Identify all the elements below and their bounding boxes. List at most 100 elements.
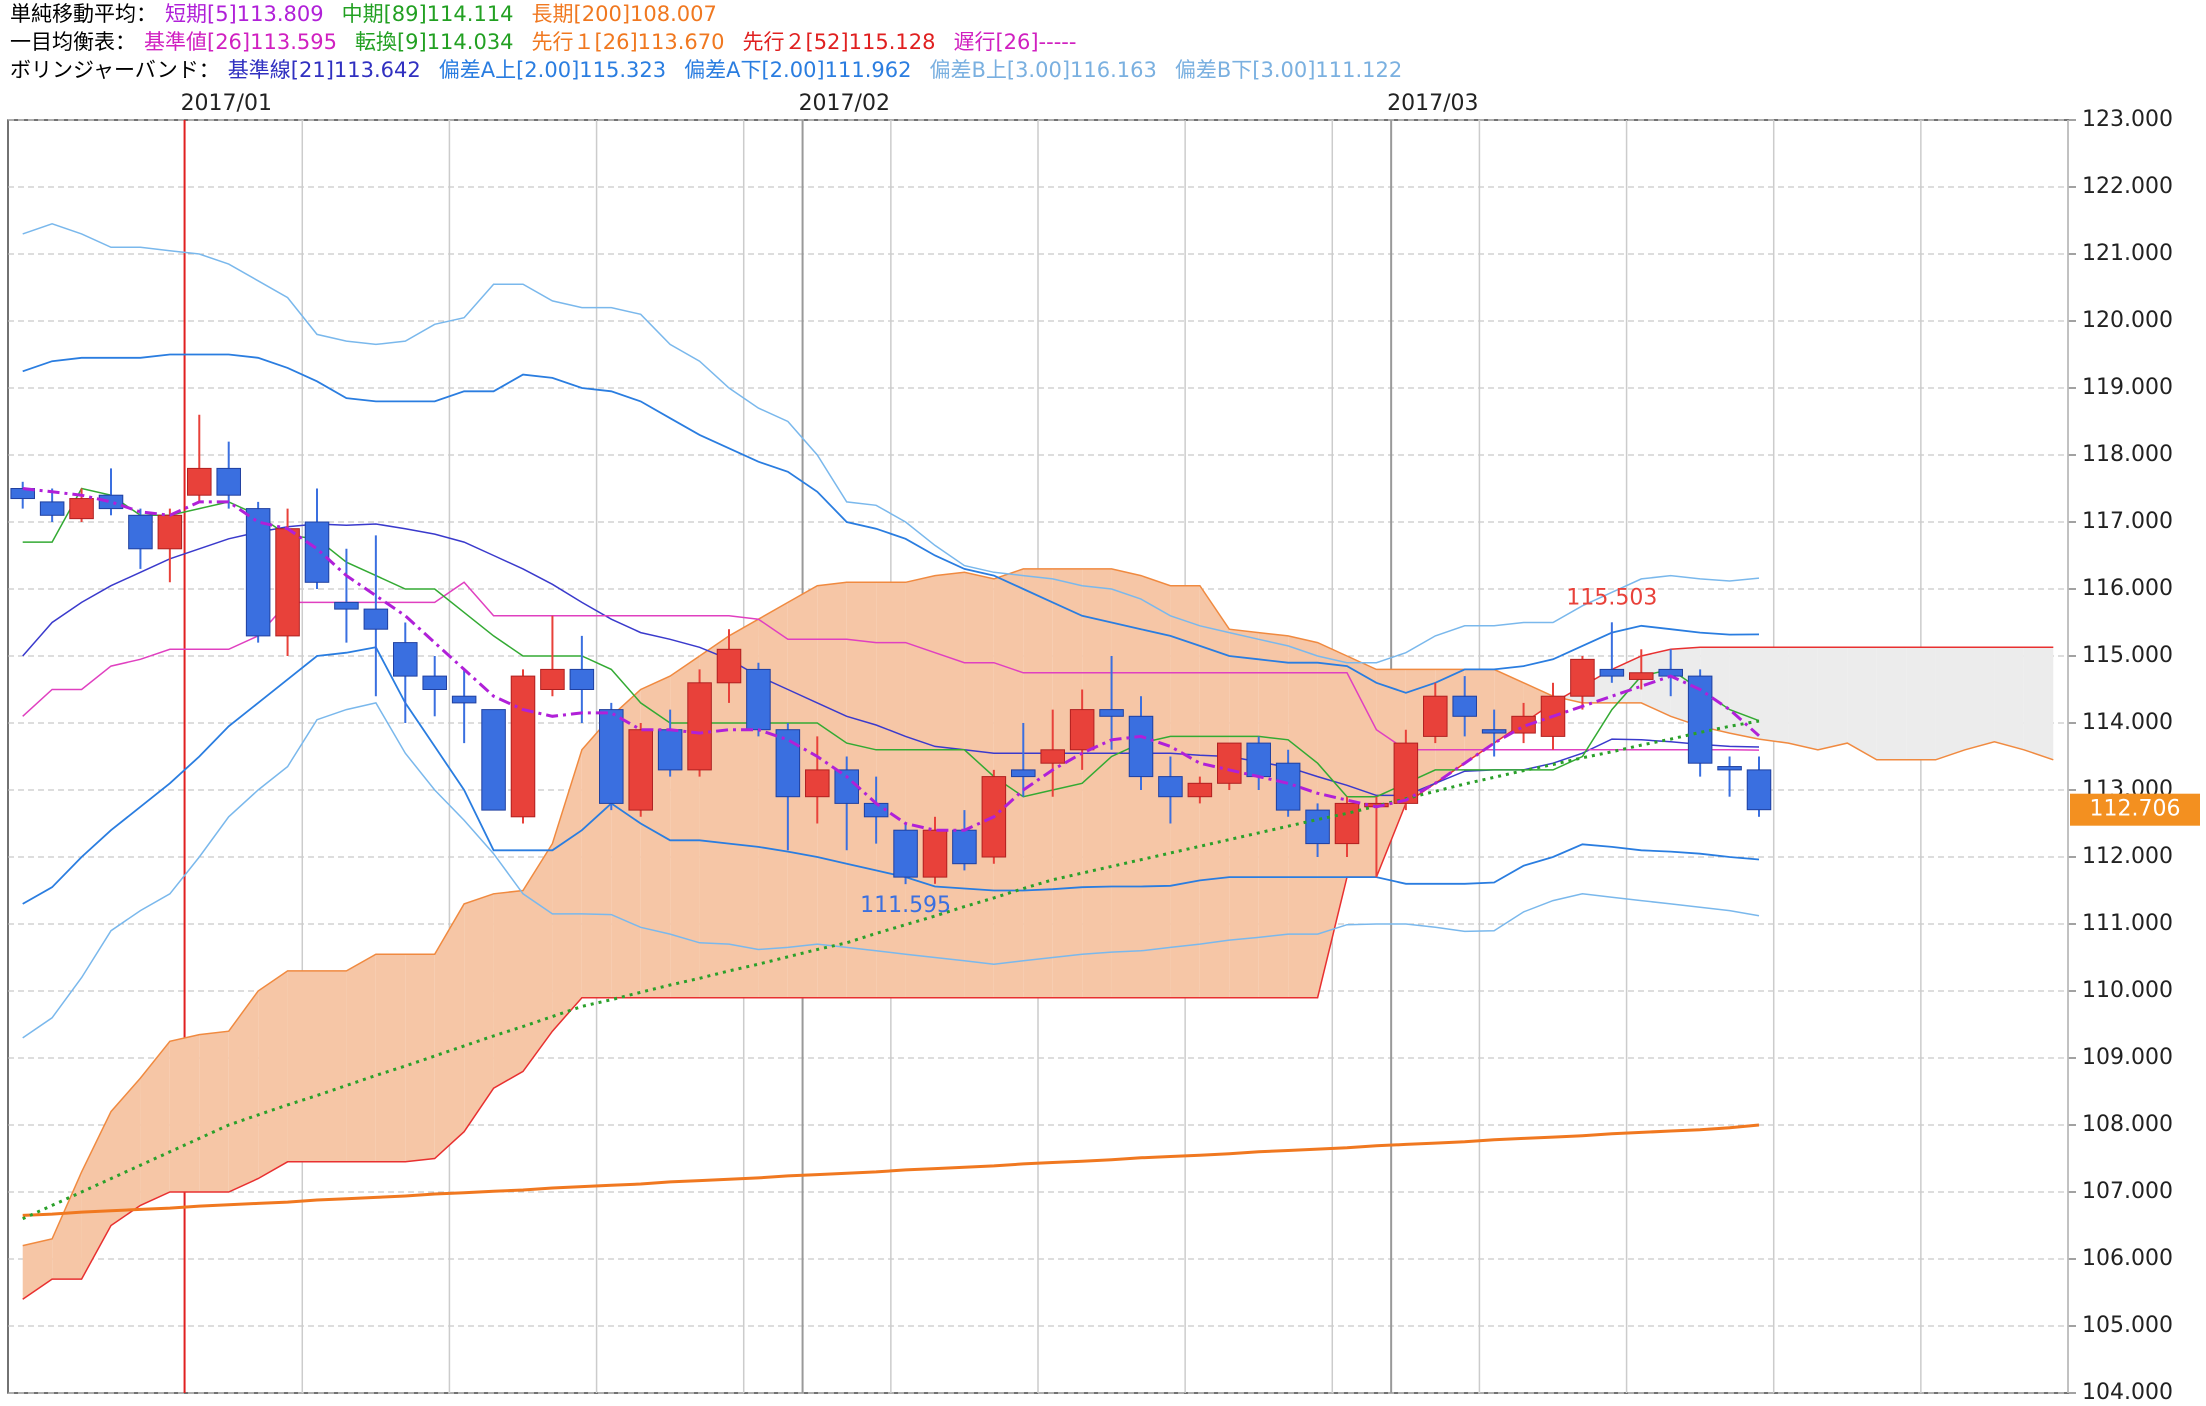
candle-body [1393, 742, 1419, 804]
legend-title: ボリンジャーバンド： [10, 58, 220, 82]
cloud-fill [935, 572, 965, 998]
cloud-fill [1906, 647, 1936, 760]
cloud-fill [758, 602, 788, 998]
candle-body [716, 648, 742, 684]
candle-body [687, 682, 712, 771]
y-tick-label: 123.000 [2082, 107, 2173, 132]
cloud-fill [405, 954, 435, 1162]
cloud-fill [1523, 682, 1553, 723]
candle-body [1275, 762, 1301, 811]
cloud-fill [2023, 647, 2054, 760]
cloud-fill [1876, 647, 1907, 760]
candle-body [1423, 695, 1448, 737]
cloud-fill [1258, 632, 1289, 998]
candle-body [1481, 729, 1507, 734]
cloud-fill [1288, 635, 1318, 998]
legend-item: 偏差A下[2.00]111.962 [684, 58, 912, 82]
indicator-legend: 単純移動平均： 短期[5]113.809 中期[89]114.114 長期[200]1… [0, 0, 2206, 88]
y-tick-label: 110.000 [2082, 978, 2173, 1003]
legend-item: 中期[89]114.114 [341, 2, 514, 26]
legend-item: 転換[9]114.034 [354, 30, 514, 54]
cloud-fill [199, 1031, 229, 1192]
indicator-line [22, 702, 1760, 1039]
indicator-line [22, 646, 1760, 905]
y-tick-label: 105.000 [2082, 1313, 2173, 1338]
y-tick-label: 119.000 [2082, 375, 2173, 400]
candle-body [157, 514, 183, 550]
candle-body [1217, 742, 1242, 784]
x-tick-label: 2017/01 [181, 91, 272, 116]
cloud-span-a [22, 568, 2054, 1247]
legend-title: 単純移動平均： [10, 2, 157, 26]
candle-body [1746, 769, 1772, 811]
candle-body [1069, 709, 1095, 751]
cloud-fill [876, 582, 906, 998]
cloud-fill [111, 1078, 141, 1226]
legend-title: 一目均衡表： [10, 30, 136, 54]
cloud-fill [1641, 649, 1671, 717]
cloud-fill [552, 749, 582, 1032]
indicator-line [22, 223, 1760, 664]
candle-body [334, 601, 359, 610]
cloud-fill [1464, 669, 1495, 764]
candle-body [893, 829, 918, 878]
candle-body [128, 514, 153, 550]
legend-row: 単純移動平均： 短期[5]113.809 中期[89]114.114 長期[200]1… [10, 0, 2206, 28]
y-tick-label: 104.000 [2082, 1380, 2173, 1405]
cloud-fill [52, 1171, 82, 1280]
cloud-fill [22, 1238, 53, 1300]
y-tick-label: 109.000 [2082, 1045, 2173, 1070]
legend-item: 先行１[26]113.670 [531, 30, 725, 54]
candle-body [569, 668, 595, 691]
candle-body [952, 829, 977, 865]
cloud-fill [846, 582, 877, 998]
y-tick-label: 117.000 [2082, 509, 2173, 534]
x-tick-label: 2017/03 [1387, 91, 1478, 116]
cloud-fill [81, 1111, 111, 1280]
candle-body [245, 508, 271, 637]
cloud-fill [1376, 669, 1406, 878]
cloud-fill [1317, 642, 1347, 998]
y-tick-label: 122.000 [2082, 174, 2173, 199]
cloud-fill [905, 575, 935, 998]
candle-body [1452, 695, 1477, 717]
y-tick-label: 114.000 [2082, 710, 2173, 735]
cloud-fill [228, 991, 259, 1192]
candle-body [393, 642, 418, 677]
legend-item: 先行２[52]115.128 [742, 30, 936, 54]
candle-body [39, 501, 65, 516]
y-tick-label: 118.000 [2082, 442, 2173, 467]
candle-body [422, 675, 447, 690]
high-annotation: 115.503 [1566, 585, 1657, 610]
candle-body [1099, 709, 1124, 717]
candle-body [304, 521, 330, 583]
price-label-box [2070, 793, 2200, 826]
candle-body [628, 729, 653, 811]
cloud-fill [287, 970, 317, 1162]
y-tick-label: 116.000 [2082, 576, 2173, 601]
candle-body [1305, 809, 1330, 845]
candle-body [1187, 782, 1213, 798]
cloud-fill [523, 843, 553, 1072]
cloud-fill [1965, 647, 1995, 750]
cloud-fill [1788, 647, 1818, 750]
cloud-fill [258, 970, 288, 1179]
legend-row: 一目均衡表： 基準値[26]113.595 転換[9]114.034 先行１[26]1… [10, 28, 2206, 56]
cloud-fill [434, 903, 465, 1159]
cloud-span-b [22, 646, 2054, 1300]
cloud-fill [1935, 647, 1965, 760]
candle-body [1334, 802, 1360, 845]
moving-average [22, 1123, 1760, 1217]
y-tick-label: 107.000 [2082, 1179, 2173, 1204]
cloud-fill [787, 585, 818, 998]
y-tick-label: 106.000 [2082, 1246, 2173, 1271]
candle-body [1158, 776, 1183, 798]
candle-body [187, 467, 212, 496]
candle-body [1599, 668, 1625, 677]
cloud-fill [346, 954, 376, 1162]
price-label: 112.706 [2090, 797, 2181, 822]
legend-item: 偏差A上[2.00]115.323 [438, 58, 667, 82]
candle-body [1011, 769, 1036, 778]
cloud-fill [1111, 568, 1141, 998]
cloud-fill [1994, 647, 2024, 750]
